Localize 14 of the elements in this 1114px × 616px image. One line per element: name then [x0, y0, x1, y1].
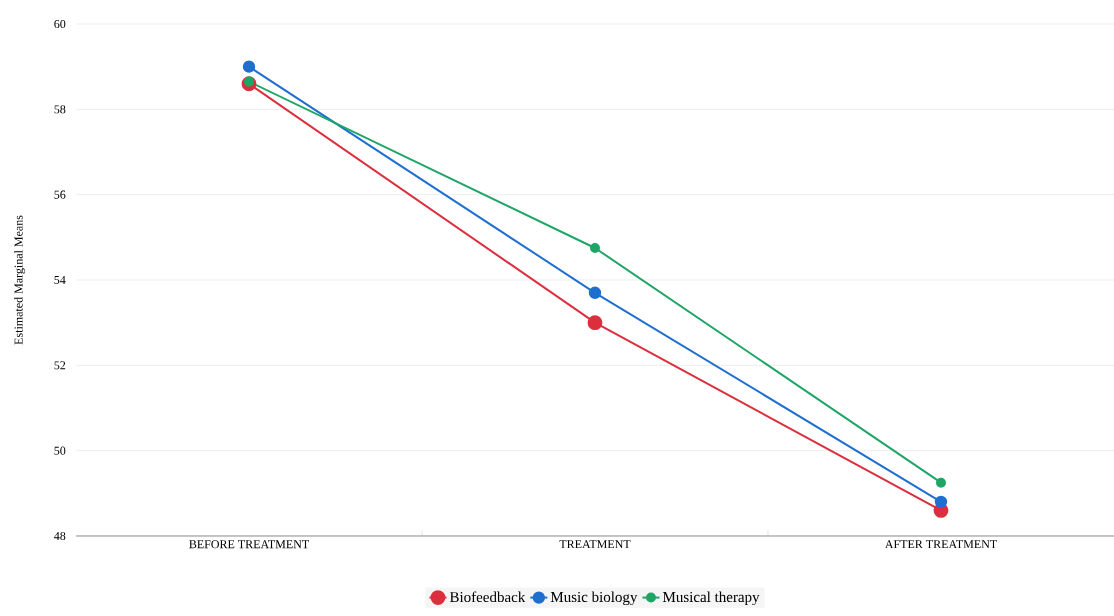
- y-tick-label: 50: [54, 446, 66, 455]
- x-tick-label: BEFORE TREATMENT: [189, 540, 309, 549]
- legend-label: Music biology: [550, 591, 638, 606]
- legend-label: Biofeedback: [449, 591, 526, 603]
- x-tick-label: AFTER TREATMENT: [884, 540, 997, 549]
- y-tick-label: 58: [54, 105, 66, 114]
- y-tick-label: 52: [54, 361, 66, 370]
- x-tick-label: TREATMENT: [559, 540, 631, 549]
- y-tick-label: 48: [54, 531, 66, 541]
- y-tick-label: 60: [54, 19, 66, 29]
- y-tick-label: 56: [54, 190, 66, 199]
- y-tick-label: 54: [54, 275, 66, 284]
- y-axis-title: Estimated Marginal Means: [14, 215, 26, 345]
- legend-label: Musical therapy: [662, 591, 760, 606]
